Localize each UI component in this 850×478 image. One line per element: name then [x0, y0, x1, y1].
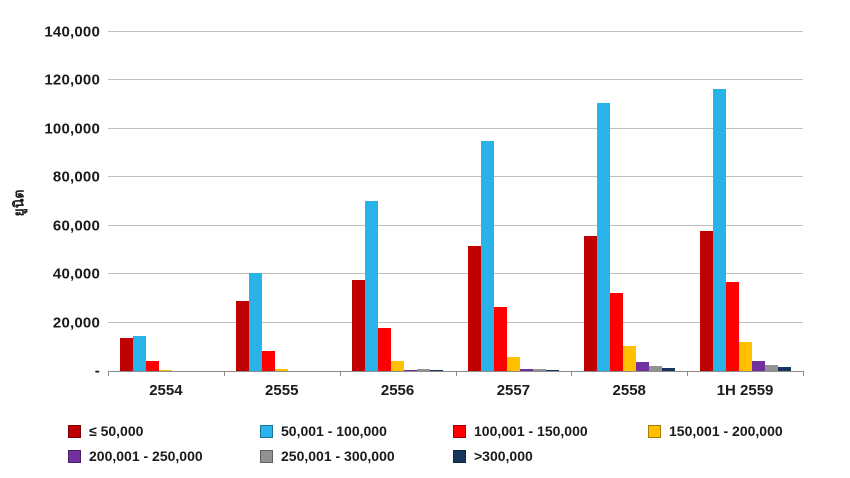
bar	[120, 337, 134, 371]
y-axis-tick-label: 100,000	[44, 120, 100, 138]
bar	[391, 360, 405, 371]
bar	[738, 342, 752, 371]
legend-swatch-icon	[260, 424, 273, 438]
bar	[751, 360, 765, 371]
gridline	[108, 273, 803, 275]
bar-group	[340, 32, 456, 371]
y-axis-tick-label: 120,000	[44, 71, 100, 89]
bar	[236, 301, 250, 371]
bar	[133, 335, 147, 371]
bar	[777, 367, 791, 371]
legend-swatch-icon	[648, 424, 661, 438]
x-axis-tick	[339, 371, 341, 376]
bar	[378, 328, 392, 371]
legend-label: 200,001 - 250,000	[89, 448, 203, 464]
legend-label: 250,001 - 300,000	[281, 448, 395, 464]
bar	[404, 370, 418, 371]
legend-label: >300,000	[474, 448, 533, 464]
x-axis-label: 2557	[496, 382, 531, 399]
legend-item: 100,001 - 150,000	[453, 423, 648, 439]
y-axis-tick-label: 40,000	[52, 265, 100, 283]
y-axis-tick-label: -	[94, 362, 100, 380]
plot-area	[108, 31, 804, 376]
bar-groups	[108, 32, 803, 371]
legend-item: >300,000	[453, 448, 648, 464]
legend-swatch-icon	[68, 424, 81, 438]
gridline	[108, 79, 803, 81]
y-axis-tick-label: 80,000	[52, 168, 100, 186]
x-axis-label: 2554	[149, 382, 183, 399]
bar	[596, 103, 610, 371]
x-axis-tick	[803, 371, 804, 376]
y-axis-tick-label: 20,000	[52, 314, 100, 332]
gridline	[108, 321, 803, 323]
bar	[648, 366, 662, 371]
gridline	[108, 176, 803, 178]
x-axis-tick	[108, 371, 109, 376]
bar	[545, 370, 559, 371]
x-axis-tick	[687, 371, 689, 376]
x-axis-label: 2555	[265, 382, 299, 399]
bar	[622, 345, 636, 371]
bar	[262, 350, 276, 371]
bar	[480, 140, 494, 371]
bar	[725, 282, 739, 371]
x-axis-label: 2558	[612, 382, 646, 399]
bar-group	[224, 32, 340, 371]
legend-item: ≤ 50,000	[68, 423, 260, 439]
x-axis-tick	[223, 371, 225, 376]
bar	[699, 230, 713, 371]
bar-group	[571, 32, 687, 371]
bar	[661, 368, 675, 371]
legend-swatch-icon	[260, 449, 273, 463]
x-axis-label: 2556	[380, 382, 415, 399]
gridline	[108, 224, 803, 226]
x-axis-label: 1H 2559	[716, 382, 774, 399]
legend-item: 50,001 - 100,000	[260, 423, 453, 439]
bar	[249, 272, 263, 371]
bar-group	[108, 32, 224, 371]
legend-item: 150,001 - 200,000	[648, 423, 850, 439]
x-axis-labels: 2554 2555 2556 2557 2558 1H 2559	[108, 382, 803, 399]
legend-item: 200,001 - 250,000	[68, 448, 260, 464]
bar	[430, 370, 444, 371]
y-axis-tick-label: 140,000	[44, 23, 100, 41]
bar	[365, 200, 379, 371]
y-axis-tick-labels: - 20,000 40,000 60,000 80,000 100,000 120,000 1…	[0, 24, 100, 380]
bar	[583, 235, 597, 371]
legend-swatch-icon	[453, 424, 466, 438]
legend-label: ≤ 50,000	[89, 423, 144, 439]
x-axis-tick	[455, 371, 457, 376]
legend-swatch-icon	[68, 449, 81, 463]
bar	[532, 369, 546, 371]
gridline	[108, 127, 803, 129]
bar	[146, 360, 160, 371]
legend: ≤ 50,000 50,001 - 100,000 100,001 - 150,00…	[0, 423, 850, 464]
bar	[519, 368, 533, 371]
legend-label: 150,001 - 200,000	[669, 423, 783, 439]
bar	[764, 364, 778, 371]
legend-item: 250,001 - 300,000	[260, 448, 453, 464]
bar-group	[455, 32, 571, 371]
bar	[506, 356, 520, 371]
legend-swatch-icon	[453, 449, 466, 463]
legend-label: 50,001 - 100,000	[281, 423, 387, 439]
bar	[417, 368, 431, 371]
bar	[159, 370, 173, 371]
y-axis-tick-label: 60,000	[52, 217, 100, 235]
bar	[712, 89, 726, 371]
x-axis-tick	[571, 371, 573, 376]
bar	[352, 280, 366, 371]
bar	[493, 307, 507, 371]
legend-label: 100,001 - 150,000	[474, 423, 588, 439]
bar	[635, 362, 649, 371]
bar	[609, 292, 623, 371]
gridline	[108, 31, 803, 32]
bar	[467, 246, 481, 371]
bar-group	[687, 32, 803, 371]
bar	[275, 369, 289, 371]
